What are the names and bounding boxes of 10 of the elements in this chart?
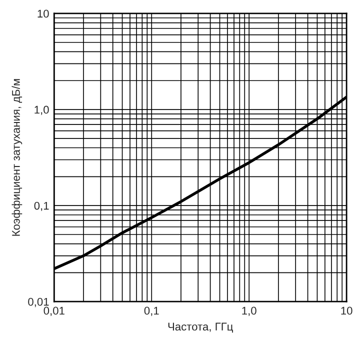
y-tick-label: 1,0 — [34, 106, 49, 115]
y-tick-label: 10 — [38, 10, 49, 18]
x-axis-title: Частота, ГГц — [168, 322, 233, 333]
x-tick-label: 0,01 — [44, 306, 64, 316]
y-tick-label: 0,1 — [34, 202, 49, 212]
x-tick-label: 1,0 — [242, 306, 256, 316]
y-tick-label: 0,01 — [28, 298, 49, 308]
x-tick-label: 10 — [341, 306, 352, 315]
x-tick-label: 0,1 — [144, 306, 159, 316]
y-axis-title: Коэффициент затухания, дБ/м — [12, 79, 22, 236]
